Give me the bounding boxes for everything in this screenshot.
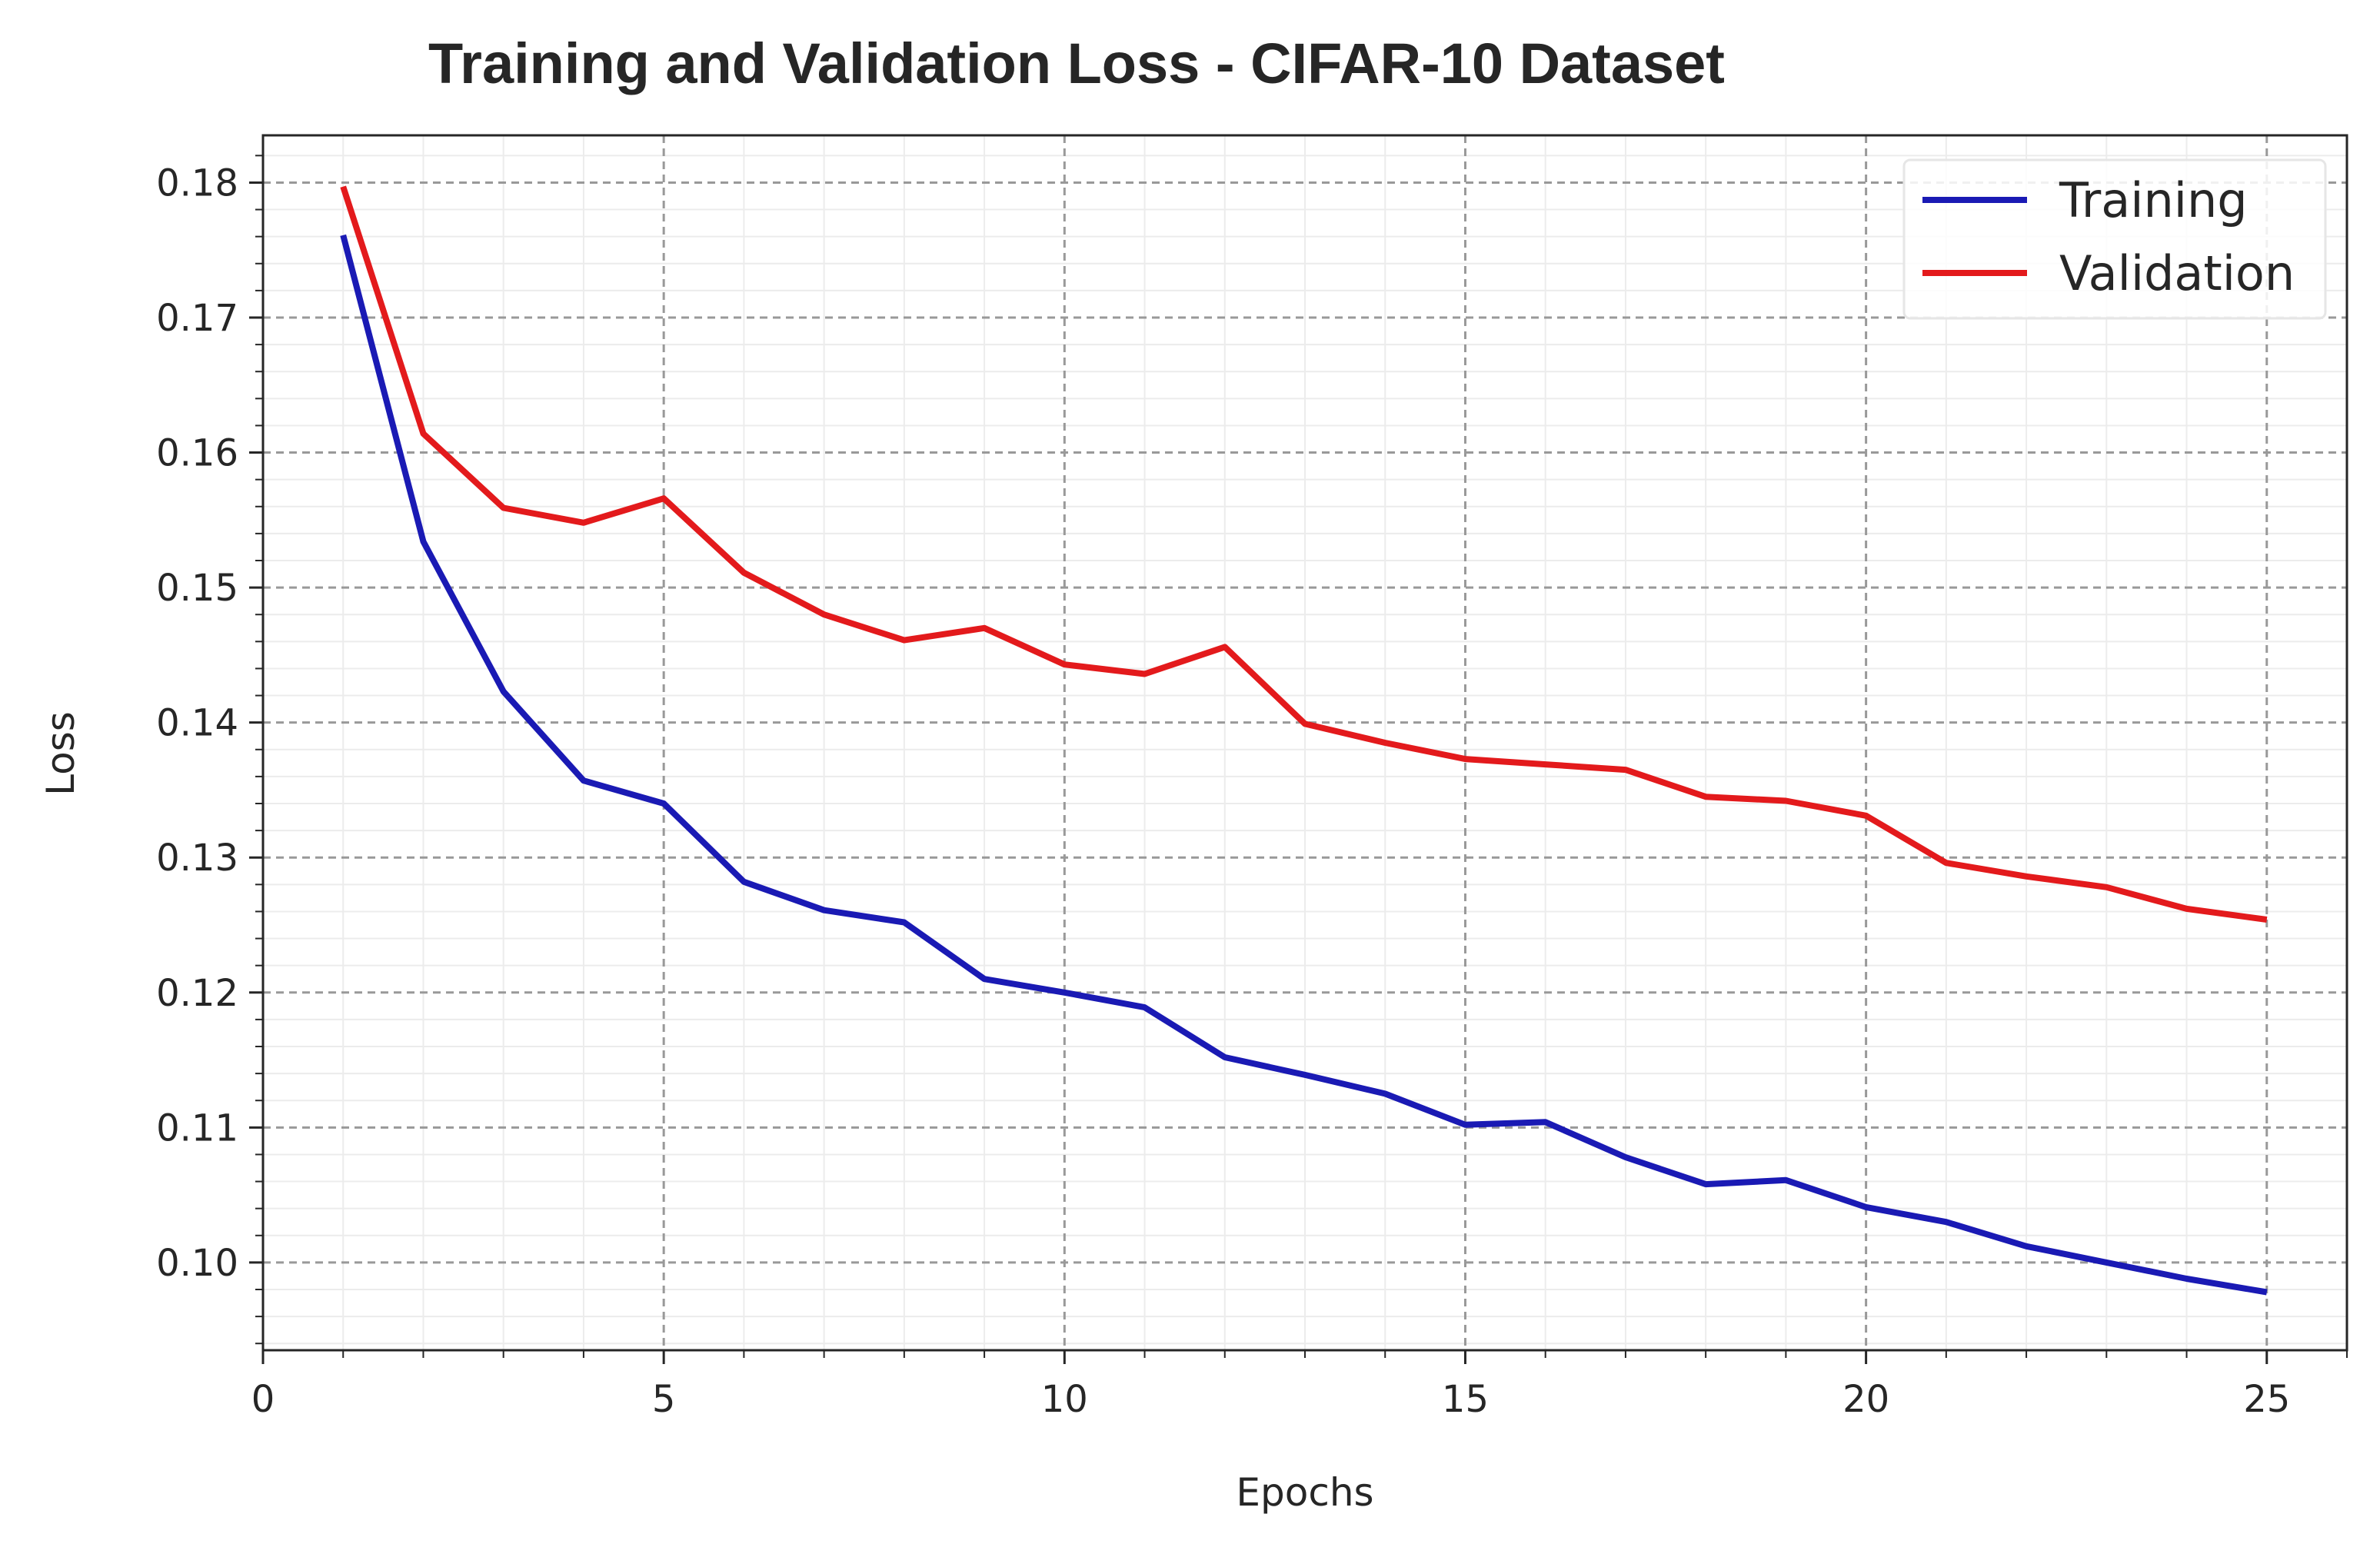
x-tick-label: 20 bbox=[1842, 1378, 1889, 1421]
x-tick-label: 0 bbox=[251, 1378, 275, 1421]
legend-label-validation: Validation bbox=[2059, 245, 2295, 301]
series-line-validation bbox=[340, 185, 2268, 923]
x-axis-label: Epochs bbox=[1236, 1470, 1373, 1515]
x-tick-label: 10 bbox=[1041, 1378, 1088, 1421]
legend: Training Validation bbox=[1902, 158, 2327, 320]
minor-gridlines bbox=[263, 135, 2348, 1350]
y-tick-label: 0.18 bbox=[156, 161, 238, 205]
legend-label-training: Training bbox=[2059, 172, 2248, 228]
y-tick-label: 0.15 bbox=[156, 567, 238, 610]
series-layer bbox=[340, 185, 2268, 1296]
x-tick-label: 15 bbox=[1442, 1378, 1489, 1421]
y-tick-label: 0.10 bbox=[156, 1242, 238, 1285]
y-tick-label: 0.12 bbox=[156, 972, 238, 1015]
x-tick-label: 5 bbox=[652, 1378, 676, 1421]
chart-title: Training and Validation Loss - CIFAR-10 … bbox=[428, 32, 1725, 95]
y-tick-label: 0.13 bbox=[156, 837, 238, 880]
y-tick-label: 0.16 bbox=[156, 432, 238, 475]
x-tick-label: 25 bbox=[2243, 1378, 2290, 1421]
y-axis-label: Loss bbox=[38, 711, 83, 796]
series-line-training bbox=[340, 234, 2268, 1296]
y-tick-label: 0.11 bbox=[156, 1106, 238, 1150]
y-tick-label: 0.17 bbox=[156, 297, 238, 340]
axis-ticks: 0 5 10 15 20 25 0.10 0.11 0.12 0.13 0.14 0.15 0.16 0.… bbox=[156, 155, 2348, 1421]
y-tick-label: 0.14 bbox=[156, 702, 238, 745]
